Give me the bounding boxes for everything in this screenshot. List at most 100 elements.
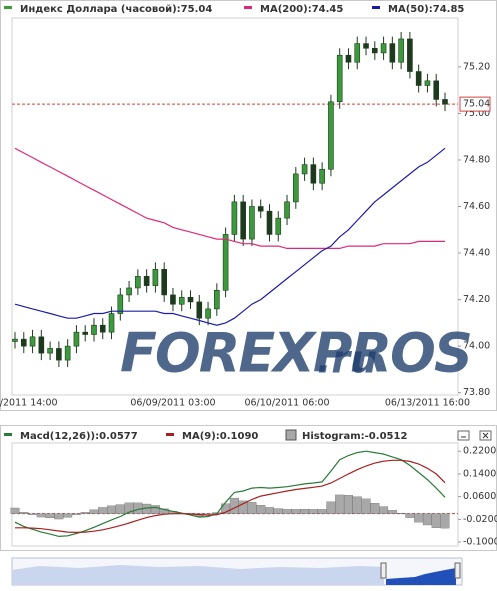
histogram-bar — [89, 509, 99, 514]
histogram-bar — [396, 512, 406, 514]
candle-body — [380, 43, 387, 54]
histogram-bar — [440, 513, 450, 529]
histogram-bar — [63, 513, 73, 518]
histogram-bar — [98, 507, 108, 514]
legend-label: Macd(12,26)):0.0577 — [20, 431, 138, 442]
x-tick-label: 06/07/2011 14:00 — [0, 398, 58, 409]
candle-body — [442, 99, 448, 105]
legend-label: MA(200):74.45 — [260, 4, 343, 15]
candle-body — [222, 234, 229, 291]
histogram-bar — [19, 512, 29, 514]
candle-body — [64, 345, 71, 361]
candle-body — [354, 43, 361, 63]
histogram-bar — [414, 513, 424, 523]
y-tick-label: 74.60 — [463, 201, 490, 212]
candle-body — [345, 54, 352, 63]
histogram-bar — [317, 509, 327, 514]
y-tick-label: 74.40 — [463, 248, 490, 259]
histogram-bar — [370, 503, 380, 514]
y-tick-label: -0.1000 — [463, 537, 497, 548]
candle-body — [38, 336, 45, 354]
candle-body — [47, 348, 53, 354]
x-tick-label: 06/13/2011 16:00 — [385, 398, 470, 409]
candle-body — [205, 308, 211, 319]
legend-label: MA(50):74.85 — [388, 4, 464, 15]
series-line — [14, 450, 446, 538]
histogram-bar — [422, 513, 432, 526]
candle-body — [126, 287, 132, 296]
candle-body — [371, 47, 378, 54]
histogram-bar — [282, 509, 292, 514]
candle-body — [407, 38, 413, 72]
candle-body — [73, 331, 80, 347]
y-tick-label: 75.20 — [463, 61, 490, 72]
histogram-bar — [352, 496, 362, 514]
candle-body — [266, 210, 273, 235]
watermark: FOREXPROS — [120, 322, 471, 385]
histogram-bar — [133, 502, 143, 514]
y-tick-label: -0.0200 — [463, 514, 497, 525]
histogram-bar — [54, 513, 64, 520]
series-line — [15, 459, 446, 534]
series-line — [14, 147, 445, 249]
candle-body — [284, 201, 290, 219]
legend-swatch — [285, 429, 297, 441]
last-price-box — [459, 96, 491, 112]
minimize-button[interactable] — [457, 430, 470, 441]
candle-body — [240, 201, 246, 240]
histogram-bar — [300, 509, 310, 514]
candle-body — [170, 294, 176, 305]
candle-body — [433, 80, 440, 100]
legend-label: Histogram:-0.0512 — [302, 431, 407, 442]
histogram-bar — [308, 509, 318, 514]
histogram-bar — [387, 510, 397, 514]
candle-body — [336, 54, 343, 103]
watermark-suffix: .ru — [317, 338, 377, 382]
histogram-bar — [45, 513, 55, 519]
candle-body — [310, 164, 317, 184]
histogram-bar — [150, 505, 160, 514]
candle-body — [328, 101, 334, 170]
histogram-bar — [115, 504, 125, 514]
legend-swatch — [4, 6, 12, 9]
y-tick-label: 74.00 — [463, 341, 490, 352]
last-price-label: 75.04 — [463, 99, 490, 110]
y-tick-label: 74.80 — [463, 154, 490, 165]
legend-swatch — [4, 433, 12, 436]
candle-body — [196, 301, 203, 319]
candle-body — [424, 80, 431, 86]
histogram-bar — [28, 513, 38, 515]
legend-swatch — [372, 6, 380, 9]
candle-body — [275, 217, 282, 235]
candle-body — [135, 276, 141, 289]
histogram-bar — [265, 507, 274, 514]
histogram-bar — [405, 513, 415, 518]
candle-body — [415, 71, 422, 86]
candle-body — [293, 173, 299, 203]
candle-body — [178, 296, 185, 305]
y-tick-label: 0.2200 — [463, 446, 496, 457]
legend-swatch — [244, 6, 252, 9]
candle-body — [117, 294, 124, 314]
histogram-bar — [80, 512, 90, 514]
histogram-bar — [273, 508, 283, 514]
navigator-handle[interactable] — [454, 562, 461, 579]
y-tick-label: 75.00 — [463, 108, 490, 119]
histogram-bar — [256, 505, 266, 514]
candle-body — [91, 324, 97, 335]
histogram-bar — [107, 505, 117, 514]
x-tick-label: 06/09/2011 03:00 — [130, 398, 215, 409]
y-tick-label: 74.20 — [463, 294, 490, 305]
histogram-bar — [335, 494, 345, 514]
candle-body — [231, 201, 238, 235]
candle-body — [398, 38, 404, 63]
x-tick-label: 06/10/2011 06:00 — [244, 398, 329, 409]
y-tick-label: 73.80 — [463, 387, 490, 398]
y-tick-label: 0.0600 — [463, 491, 496, 502]
close-icon — [482, 432, 489, 439]
candle-body — [363, 43, 369, 49]
candle-body — [301, 164, 308, 175]
candle-body — [152, 269, 159, 286]
navigator-handle[interactable] — [380, 562, 387, 579]
